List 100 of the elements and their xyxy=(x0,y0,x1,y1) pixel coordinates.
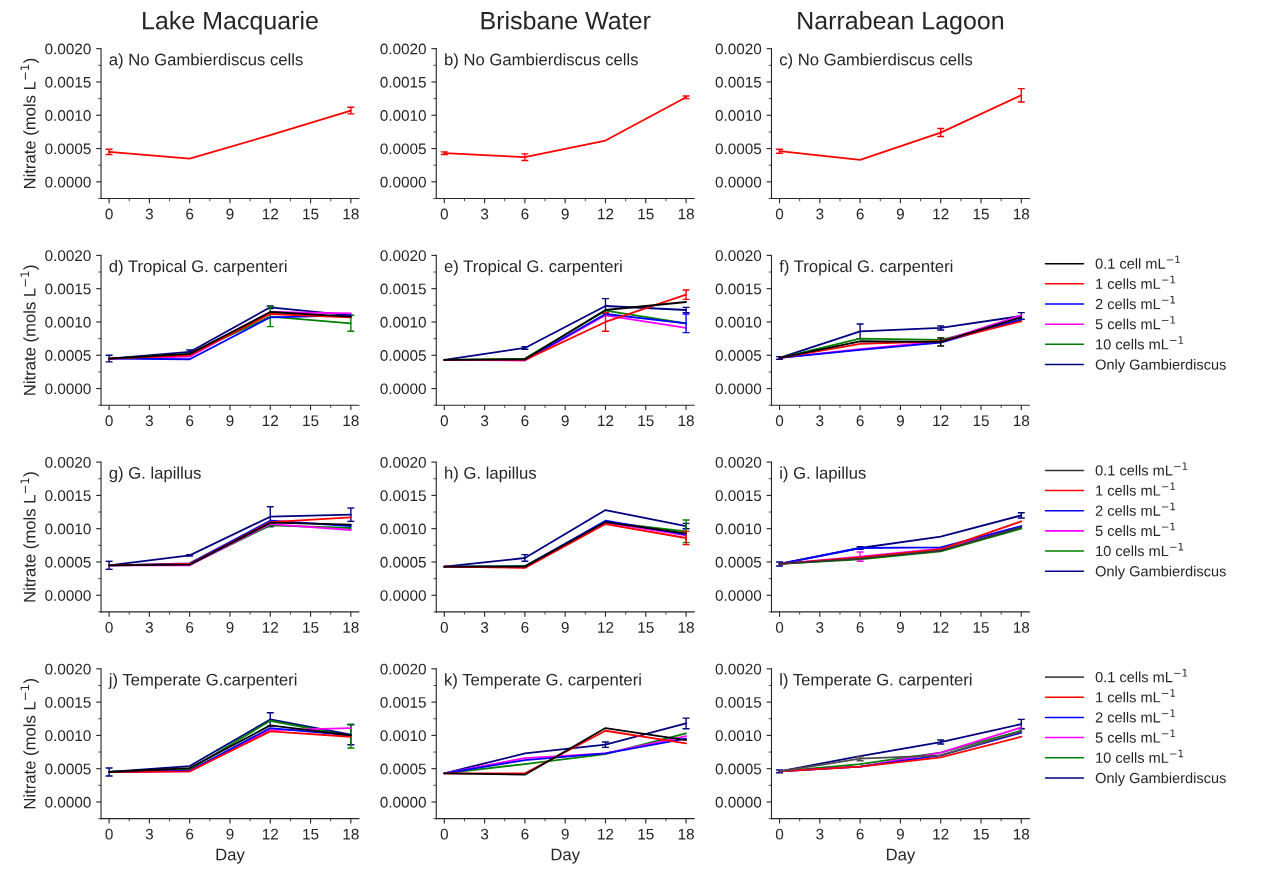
x-tick-label: 0 xyxy=(440,828,448,840)
legend-label: Only Gambierdiscus xyxy=(1095,359,1226,373)
y-tick-label: 0.0015 xyxy=(380,76,426,88)
x-tick-label: 0 xyxy=(775,622,784,633)
y-tick-label: 0.0015 xyxy=(45,76,91,88)
y-tick-label: 0.0010 xyxy=(380,110,426,121)
x-tick-label: 0 xyxy=(105,622,113,633)
annotation: a) No Gambierdiscus cells xyxy=(109,53,303,69)
x-tick-label: 15 xyxy=(638,415,654,427)
x-tick-label: 12 xyxy=(598,828,614,840)
legend-label: Only Gambierdiscus xyxy=(1095,565,1226,580)
chart-title: Lake Macquarie xyxy=(143,11,318,35)
x-tick-label: 15 xyxy=(303,828,319,840)
y-tick-label: 0.0005 xyxy=(380,350,426,361)
x-tick-label: 6 xyxy=(856,828,864,840)
x-tick-label: 12 xyxy=(933,828,949,840)
x-tick-label: 6 xyxy=(521,828,529,840)
annotation: j) Temperate G.carpenteri xyxy=(108,673,297,689)
y-tick-label: 0.0015 xyxy=(715,283,762,295)
x-tick-label: 12 xyxy=(933,415,949,426)
y-tick-label: 0.0020 xyxy=(45,43,91,55)
annotation: b) No Gambierdiscus cells xyxy=(445,53,638,69)
y-tick-label: 0.0005 xyxy=(45,763,91,775)
x-tick-label: 3 xyxy=(816,828,824,840)
x-tick-label: 0 xyxy=(775,828,784,840)
legend-label: 0.1 cells mL$^{−1}$ xyxy=(1095,669,1188,683)
x-tick-label: 0 xyxy=(105,828,113,840)
y-tick-label: 0.0015 xyxy=(715,696,762,708)
y-tick-label: 0.0010 xyxy=(380,316,426,328)
x-tick-label: 6 xyxy=(186,208,194,220)
legend-label: 10 cells mL$^{−1}$ xyxy=(1096,543,1184,557)
x-tick-label: 9 xyxy=(561,622,569,633)
x-tick-label: 15 xyxy=(973,208,989,220)
y-tick-label: 0.0005 xyxy=(715,763,762,775)
y-tick-label: 0.0010 xyxy=(715,730,762,742)
x-tick-label: 3 xyxy=(480,828,489,840)
legend-label: 10 cells mL$^{−1}$ xyxy=(1096,749,1184,763)
legend-label: Only Gambierdiscus xyxy=(1095,772,1226,787)
x-tick-label: 3 xyxy=(480,208,489,220)
annotation: l) Temperate G. carpenteri xyxy=(780,673,972,689)
y-tick-label: 0.0020 xyxy=(715,456,762,468)
y-tick-label: 0.0005 xyxy=(380,763,426,775)
legend-label: 5 cells mL$^{−1}$ xyxy=(1095,522,1175,537)
x-tick-label: 6 xyxy=(186,622,194,633)
x-tick-label: 18 xyxy=(678,415,694,427)
y-tick-label: 0.0000 xyxy=(380,176,426,188)
x-tick-label: 18 xyxy=(343,828,359,840)
y-tick-label: 0.0010 xyxy=(45,523,91,535)
x-tick-label: 3 xyxy=(145,622,153,633)
x-tick-label: 12 xyxy=(598,208,614,220)
y-tick-label: 0.0020 xyxy=(380,663,426,675)
y-tick-label: 0.0000 xyxy=(380,796,426,808)
y-tick-label: 0.0000 xyxy=(715,176,762,188)
y-tick-label: 0.0005 xyxy=(45,350,91,361)
y-tick-label: 0.0000 xyxy=(380,590,426,601)
x-tick-label: 12 xyxy=(598,622,614,633)
y-tick-label: 0.0015 xyxy=(45,283,91,295)
y-tick-label: 0.0015 xyxy=(380,283,426,295)
x-tick-label: 15 xyxy=(973,828,989,840)
y-tick-label: 0.0010 xyxy=(715,523,762,535)
annotation: e) Tropical G. carpenteri xyxy=(444,259,622,276)
x-tick-label: 6 xyxy=(856,415,864,427)
x-tick-label: 9 xyxy=(896,415,904,427)
y-tick-label: 0.0010 xyxy=(45,110,91,121)
y-tick-label: 0.0010 xyxy=(380,730,426,742)
x-tick-label: 0 xyxy=(105,415,113,427)
x-tick-label: 18 xyxy=(343,208,359,220)
x-tick-label: 15 xyxy=(638,208,654,220)
x-tick-label: 6 xyxy=(521,622,529,633)
x-tick-label: 12 xyxy=(933,208,949,220)
y-tick-label: 0.0020 xyxy=(380,456,426,468)
x-tick-label: 3 xyxy=(816,208,824,220)
chart-title: Brisbane Water xyxy=(481,11,651,30)
x-tick-label: 9 xyxy=(896,828,904,840)
x-axis-title: Day xyxy=(551,848,580,864)
x-tick-label: 18 xyxy=(678,622,694,633)
annotation: i) G. lapillus xyxy=(780,466,866,483)
x-tick-label: 9 xyxy=(226,415,234,427)
chart-title: Narrabean Lagoon xyxy=(798,11,1004,35)
x-tick-label: 18 xyxy=(1013,622,1030,633)
y-tick-label: 0.0005 xyxy=(715,143,762,155)
annotation: c) No Gambierdiscus cells xyxy=(779,53,973,69)
y-tick-label: 0.0000 xyxy=(45,383,91,395)
x-tick-label: 3 xyxy=(145,208,153,220)
legend-label: 2 cells mL$^{−1}$ xyxy=(1095,295,1175,310)
x-tick-label: 3 xyxy=(145,828,153,840)
x-tick-label: 0 xyxy=(440,415,448,427)
legend-label: 5 cells mL$^{−1}$ xyxy=(1095,316,1175,330)
x-tick-label: 18 xyxy=(343,415,359,427)
legend-label: 0.1 cell mL$^{−1}$ xyxy=(1095,255,1180,269)
x-tick-label: 0 xyxy=(775,208,784,220)
x-tick-label: 6 xyxy=(856,208,864,220)
x-tick-label: 9 xyxy=(561,208,569,220)
x-tick-label: 3 xyxy=(145,415,153,427)
annotation: k) Temperate G. carpenteri xyxy=(445,673,641,689)
x-tick-label: 18 xyxy=(1013,208,1030,220)
y-axis-title: Nitrate (mols L$^{−1}$) xyxy=(20,678,39,809)
x-tick-label: 18 xyxy=(678,208,694,220)
x-tick-label: 12 xyxy=(262,415,278,426)
x-tick-label: 0 xyxy=(440,208,448,220)
